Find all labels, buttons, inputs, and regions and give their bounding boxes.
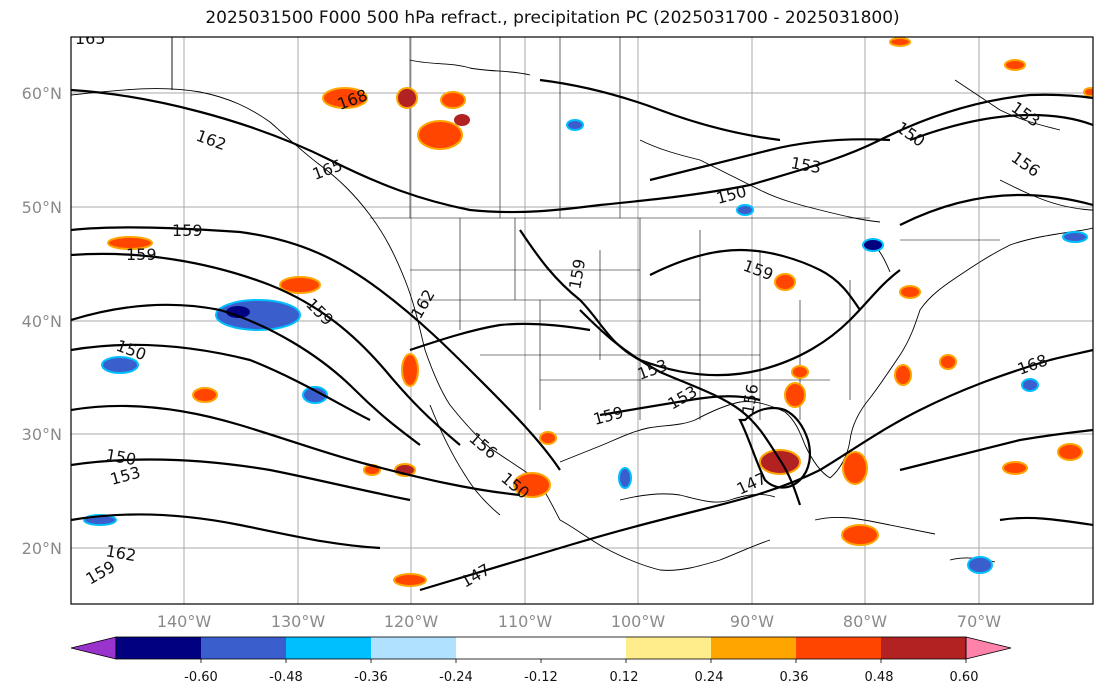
lat-label: 40°N — [22, 312, 62, 331]
lon-label: 100°W — [611, 612, 666, 631]
lon-label: 130°W — [271, 612, 326, 631]
colorbar-tick: -0.12 — [524, 670, 558, 685]
colorbar-segment — [371, 637, 456, 659]
lon-label: 110°W — [498, 612, 553, 631]
lat-label: 50°N — [22, 198, 62, 217]
colorbar-segment — [626, 637, 711, 659]
lat-label: 60°N — [22, 84, 62, 103]
colorbar-segment — [456, 637, 541, 659]
colorbar-extend-min — [70, 636, 117, 660]
colorbar-segment — [201, 637, 286, 659]
lon-label: 70°W — [957, 612, 1001, 631]
colorbar-segment — [286, 637, 371, 659]
colorbar-tick: -0.48 — [269, 670, 303, 685]
colorbar-tick: 0.60 — [950, 670, 979, 685]
colorbar-segment — [711, 637, 796, 659]
state-borders — [370, 37, 1000, 420]
colorbar-segment — [796, 637, 881, 659]
colorbar-tick: -0.60 — [184, 670, 218, 685]
colorbar-tick: 0.36 — [780, 670, 809, 685]
longitude-labels: 140°W 130°W 120°W 110°W 100°W 90°W 80°W … — [157, 612, 1001, 631]
lon-label: 120°W — [384, 612, 439, 631]
colorbar-tick: 0.24 — [695, 670, 724, 685]
lon-label: 90°W — [730, 612, 774, 631]
map-title: 2025031500 F000 500 hPa refract., precip… — [205, 8, 900, 28]
colorbar-segment — [881, 637, 966, 659]
colorbar-tick-labels: -0.60 -0.48 -0.36 -0.24 -0.12 0.12 0.24 … — [184, 670, 978, 685]
contour-label: 165 — [75, 29, 106, 48]
colorbar-extend-max — [965, 636, 1012, 660]
colorbar-tick: -0.36 — [354, 670, 388, 685]
colorbar-segment — [116, 637, 201, 659]
lon-label: 140°W — [157, 612, 212, 631]
lon-label: 80°W — [843, 612, 887, 631]
colorbar — [70, 636, 1012, 663]
colorbar-segment — [541, 637, 626, 659]
colorbar-tick: 0.12 — [610, 670, 639, 685]
refractivity-contours — [71, 78, 1093, 592]
contour-label: 159 — [172, 221, 203, 240]
colorbar-tick: -0.24 — [439, 670, 473, 685]
contour-label: 159 — [126, 245, 157, 264]
lat-label: 20°N — [22, 539, 62, 558]
colorbar-tick: 0.48 — [865, 670, 894, 685]
map-frame — [70, 36, 1094, 605]
lat-label: 30°N — [22, 425, 62, 444]
latitude-labels: 60°N 50°N 40°N 30°N 20°N — [22, 84, 62, 558]
